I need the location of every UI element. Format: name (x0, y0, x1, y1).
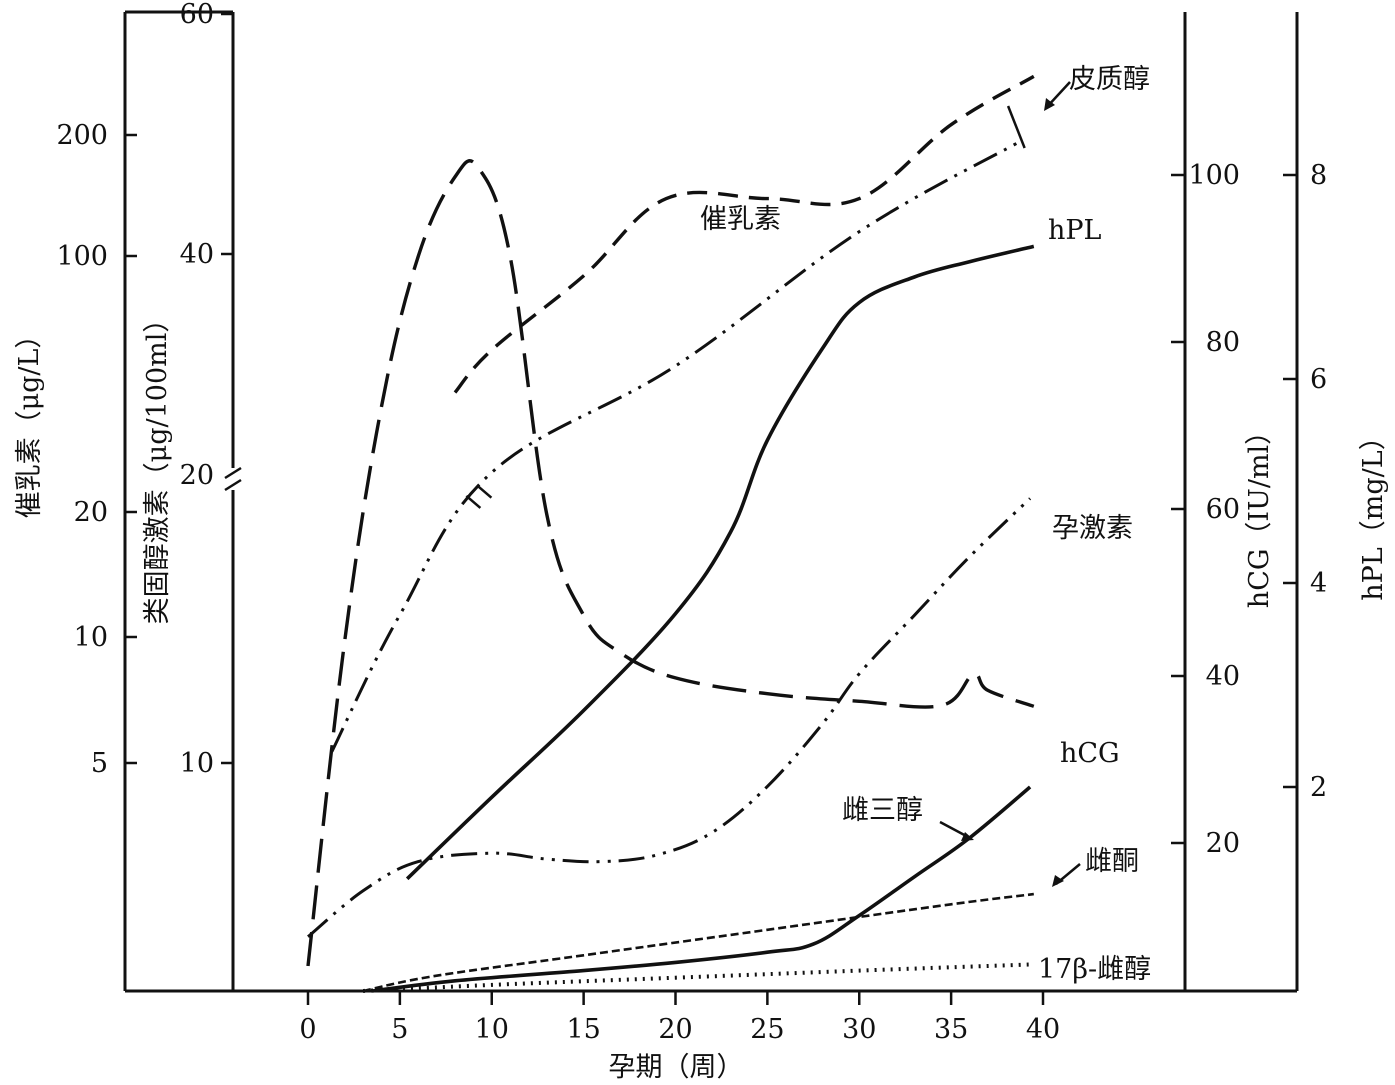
x-tick-label: 35 (934, 1014, 968, 1045)
series-label-hcg: hCG (1060, 738, 1120, 769)
series-label-prolactin: 催乳素 (700, 204, 781, 235)
x-tick-label: 25 (750, 1014, 784, 1045)
x-tick-label: 20 (658, 1014, 692, 1045)
x-axis-ticks: 0 5 10 15 20 25 30 35 40 (299, 991, 1060, 1045)
x-axis-title: 孕期（周） (609, 1052, 744, 1083)
hpl-axis-ticks: 8 6 4 2 (1283, 160, 1327, 803)
series-label-cortisol: 皮质醇 (1069, 64, 1150, 95)
x-tick-label: 30 (842, 1014, 876, 1045)
hcg-tick-label: 100 (1188, 160, 1240, 191)
hcg-tick-label: 80 (1206, 327, 1240, 358)
steroid-axis-break (224, 466, 242, 492)
series-line-4 (307, 497, 1032, 938)
series-line-3 (306, 159, 1035, 967)
hpl-tick-label: 2 (1310, 772, 1327, 803)
series-line-0 (330, 140, 1020, 753)
prolactin-tick-label: 5 (91, 748, 108, 779)
series-line-5 (372, 785, 1032, 993)
hpl-tick-label: 6 (1310, 364, 1327, 395)
cortisol-end-break-mark (1006, 105, 1026, 149)
x-tick-label: 0 (299, 1014, 316, 1045)
series-label-progesterone: 孕激素 (1052, 513, 1133, 544)
hcg-axis-title: hCG（IU/ml） (1244, 418, 1275, 608)
prolactin-axis-ticks: 200 100 20 10 5 (56, 120, 137, 779)
series-layer (306, 74, 1035, 993)
series-line-6 (362, 892, 1034, 993)
steroid-tick-label: 40 (180, 239, 214, 270)
steroid-axis-title: 类固醇激素（μg/100ml） (142, 306, 173, 625)
series-label-hpl: hPL (1048, 215, 1102, 246)
x-tick-label: 40 (1026, 1014, 1060, 1045)
series-label-estrone: 雌酮 (1085, 846, 1139, 877)
series-line-7 (363, 962, 1031, 993)
prolactin-tick-label: 10 (74, 622, 108, 653)
series-line-1 (453, 74, 1035, 394)
axes-frame (123, 10, 1299, 993)
steroid-axis-ticks: 60 40 20 10 (180, 0, 233, 779)
series-labels: 皮质醇 催乳素 hPL hCG 孕激素 雌三醇 雌酮 17β-雌醇 (700, 64, 1151, 985)
label-pointers (939, 81, 1081, 887)
x-tick-label: 10 (475, 1014, 509, 1045)
prolactin-axis-title: 催乳素（μg/L） (14, 322, 45, 519)
x-tick-label: 5 (391, 1014, 408, 1045)
hcg-tick-label: 60 (1206, 494, 1240, 525)
hpl-axis-title: hPL（mg/L） (1358, 423, 1389, 600)
steroid-tick-label: 20 (180, 460, 214, 491)
series-label-estriol: 雌三醇 (842, 795, 923, 826)
steroid-tick-label: 60 (180, 0, 214, 30)
hpl-tick-label: 8 (1310, 160, 1327, 191)
cortisol-break-mark (476, 484, 493, 499)
hpl-tick-label: 4 (1310, 568, 1327, 599)
x-tick-label: 15 (566, 1014, 600, 1045)
prolactin-tick-label: 100 (56, 241, 108, 272)
hcg-axis-ticks: 100 80 60 40 20 (1171, 160, 1240, 859)
prolactin-tick-label: 20 (74, 497, 108, 528)
series-label-estradiol: 17β-雌醇 (1038, 954, 1151, 985)
series-line-2 (405, 244, 1035, 881)
hcg-tick-label: 20 (1206, 828, 1240, 859)
prolactin-tick-label: 200 (56, 120, 108, 151)
hcg-tick-label: 40 (1206, 661, 1240, 692)
steroid-tick-label: 10 (180, 748, 214, 779)
cortisol-break-mark (465, 494, 482, 509)
